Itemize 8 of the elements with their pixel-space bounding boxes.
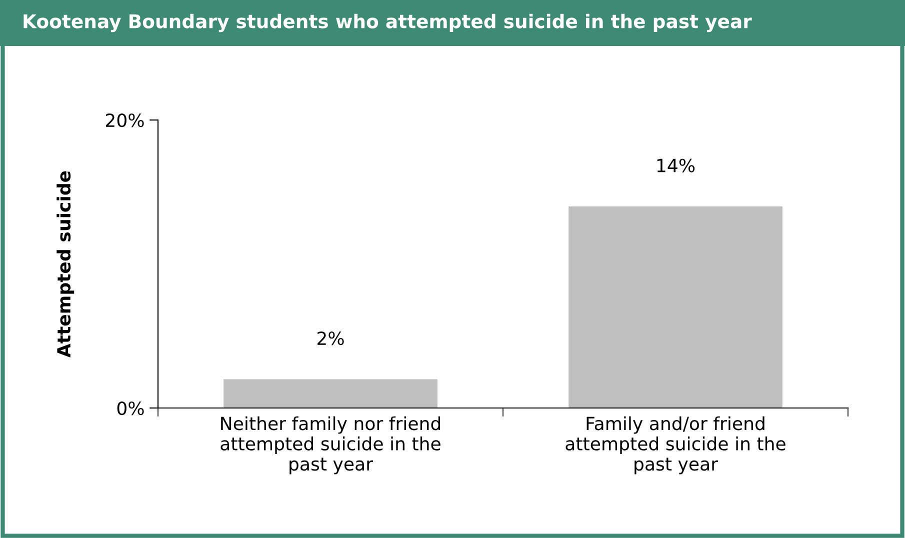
data-label: 2% <box>318 331 344 346</box>
y-tick-label: 20% <box>106 113 144 128</box>
x-tick-label: Neither family nor friend attempted suicide in the past year <box>220 416 440 474</box>
y-axis-title: Attempted suicide <box>56 171 74 358</box>
y-tick-label: 0% <box>117 401 144 416</box>
chart-title: Kootenay Boundary students who attempted suicide in the past year <box>24 14 752 32</box>
data-label: 14% <box>657 158 695 172</box>
x-tick-label: Family and/or friend attempted suicide in the past year <box>566 416 786 474</box>
